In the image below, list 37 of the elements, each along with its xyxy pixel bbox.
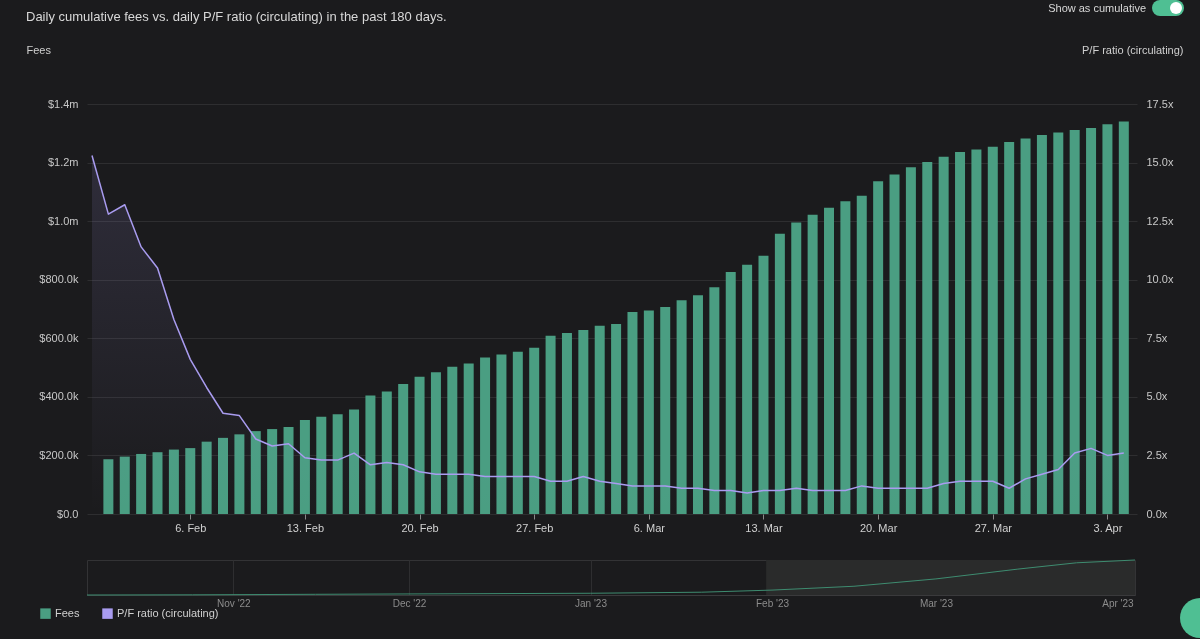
chart-title: Daily cumulative fees vs. daily P/F ratio (circulating) in the past 180 days.: [26, 9, 447, 24]
y-tick-label: $400.0k: [39, 390, 79, 403]
x-tick-label: 20. Mar: [859, 521, 898, 534]
y2-axis-title: P/F ratio (circulating): [1082, 43, 1184, 56]
y-tick-label: $600.0k: [39, 331, 79, 344]
x-tick-label: Mar '23: [919, 597, 954, 609]
y2-tick-label: 2.5x: [1146, 448, 1168, 461]
x-tick-label: 13. Mar: [745, 521, 783, 534]
x-tick-label: Nov '22: [217, 597, 252, 609]
y2-tick-label: 10.0x: [1146, 273, 1174, 286]
x-tick-label: Apr '23: [1102, 597, 1135, 609]
y2-tick-label: 15.0x: [1146, 156, 1174, 169]
text: Show as cumulative: [1048, 2, 1146, 14]
y-tick-label: $1.2m: [47, 156, 79, 169]
x-tick-label: Feb '23: [755, 597, 790, 609]
x-tick-label: 6. Mar: [633, 521, 666, 534]
y2-tick-label: 7.5x: [1146, 331, 1168, 344]
x-tick-label: Jan '23: [575, 597, 608, 609]
legend-label: P/F ratio (circulating): [117, 606, 219, 619]
x-tick-label: 3. Apr: [1093, 521, 1123, 534]
legend-label: Fees: [55, 606, 80, 619]
y-tick-label: $800.0k: [39, 273, 79, 286]
x-tick-label: 27. Feb: [516, 521, 554, 534]
y-axis-title: Fees: [26, 43, 52, 56]
y2-tick-label: 5.0x: [1146, 390, 1168, 403]
x-tick-label: Dec '22: [392, 597, 427, 609]
x-tick-label: 27. Mar: [974, 521, 1013, 534]
x-tick-label: 13. Feb: [286, 521, 325, 534]
y2-tick-label: 0.0x: [1146, 507, 1168, 520]
y-tick-label: $0.0: [57, 507, 79, 520]
y2-tick-label: 17.5x: [1146, 97, 1174, 110]
y2-tick-label: 12.5x: [1146, 214, 1174, 227]
y-tick-label: $200.0k: [39, 448, 79, 461]
x-tick-label: 6. Feb: [175, 521, 207, 534]
y-tick-label: $1.0m: [47, 214, 79, 227]
y-tick-label: $1.4m: [47, 97, 79, 110]
x-tick-label: 20. Feb: [401, 521, 439, 534]
